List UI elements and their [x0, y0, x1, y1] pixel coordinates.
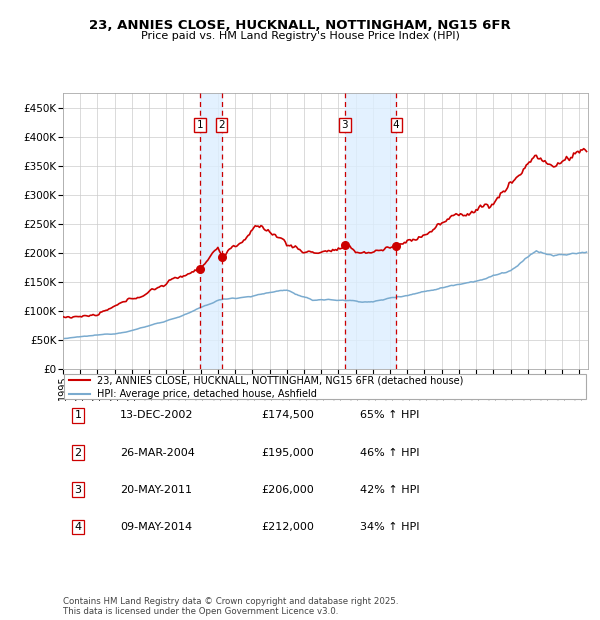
Text: 26-MAR-2004: 26-MAR-2004 — [120, 448, 195, 458]
Text: Price paid vs. HM Land Registry's House Price Index (HPI): Price paid vs. HM Land Registry's House … — [140, 31, 460, 41]
Text: £195,000: £195,000 — [261, 448, 314, 458]
Text: 42% ↑ HPI: 42% ↑ HPI — [360, 485, 419, 495]
Text: Contains HM Land Registry data © Crown copyright and database right 2025.: Contains HM Land Registry data © Crown c… — [63, 597, 398, 606]
Text: £212,000: £212,000 — [261, 522, 314, 532]
Text: HPI: Average price, detached house, Ashfield: HPI: Average price, detached house, Ashf… — [97, 389, 316, 399]
Text: 4: 4 — [393, 120, 400, 130]
Text: £206,000: £206,000 — [261, 485, 314, 495]
Text: 65% ↑ HPI: 65% ↑ HPI — [360, 410, 419, 420]
Text: 1: 1 — [74, 410, 82, 420]
Text: £174,500: £174,500 — [261, 410, 314, 420]
Bar — [345, 93, 396, 369]
Text: 34% ↑ HPI: 34% ↑ HPI — [360, 522, 419, 532]
Text: 4: 4 — [74, 522, 82, 532]
Text: 20-MAY-2011: 20-MAY-2011 — [120, 485, 192, 495]
Text: 1: 1 — [197, 120, 203, 130]
Bar — [200, 93, 222, 369]
Text: 23, ANNIES CLOSE, HUCKNALL, NOTTINGHAM, NG15 6FR: 23, ANNIES CLOSE, HUCKNALL, NOTTINGHAM, … — [89, 19, 511, 32]
Text: 46% ↑ HPI: 46% ↑ HPI — [360, 448, 419, 458]
Text: 23, ANNIES CLOSE, HUCKNALL, NOTTINGHAM, NG15 6FR (detached house): 23, ANNIES CLOSE, HUCKNALL, NOTTINGHAM, … — [97, 375, 463, 385]
Text: 2: 2 — [218, 120, 225, 130]
Text: 2: 2 — [74, 448, 82, 458]
Text: This data is licensed under the Open Government Licence v3.0.: This data is licensed under the Open Gov… — [63, 607, 338, 616]
FancyBboxPatch shape — [64, 374, 586, 399]
Text: 3: 3 — [341, 120, 348, 130]
Text: 3: 3 — [74, 485, 82, 495]
Text: 09-MAY-2014: 09-MAY-2014 — [120, 522, 192, 532]
Text: 13-DEC-2002: 13-DEC-2002 — [120, 410, 193, 420]
